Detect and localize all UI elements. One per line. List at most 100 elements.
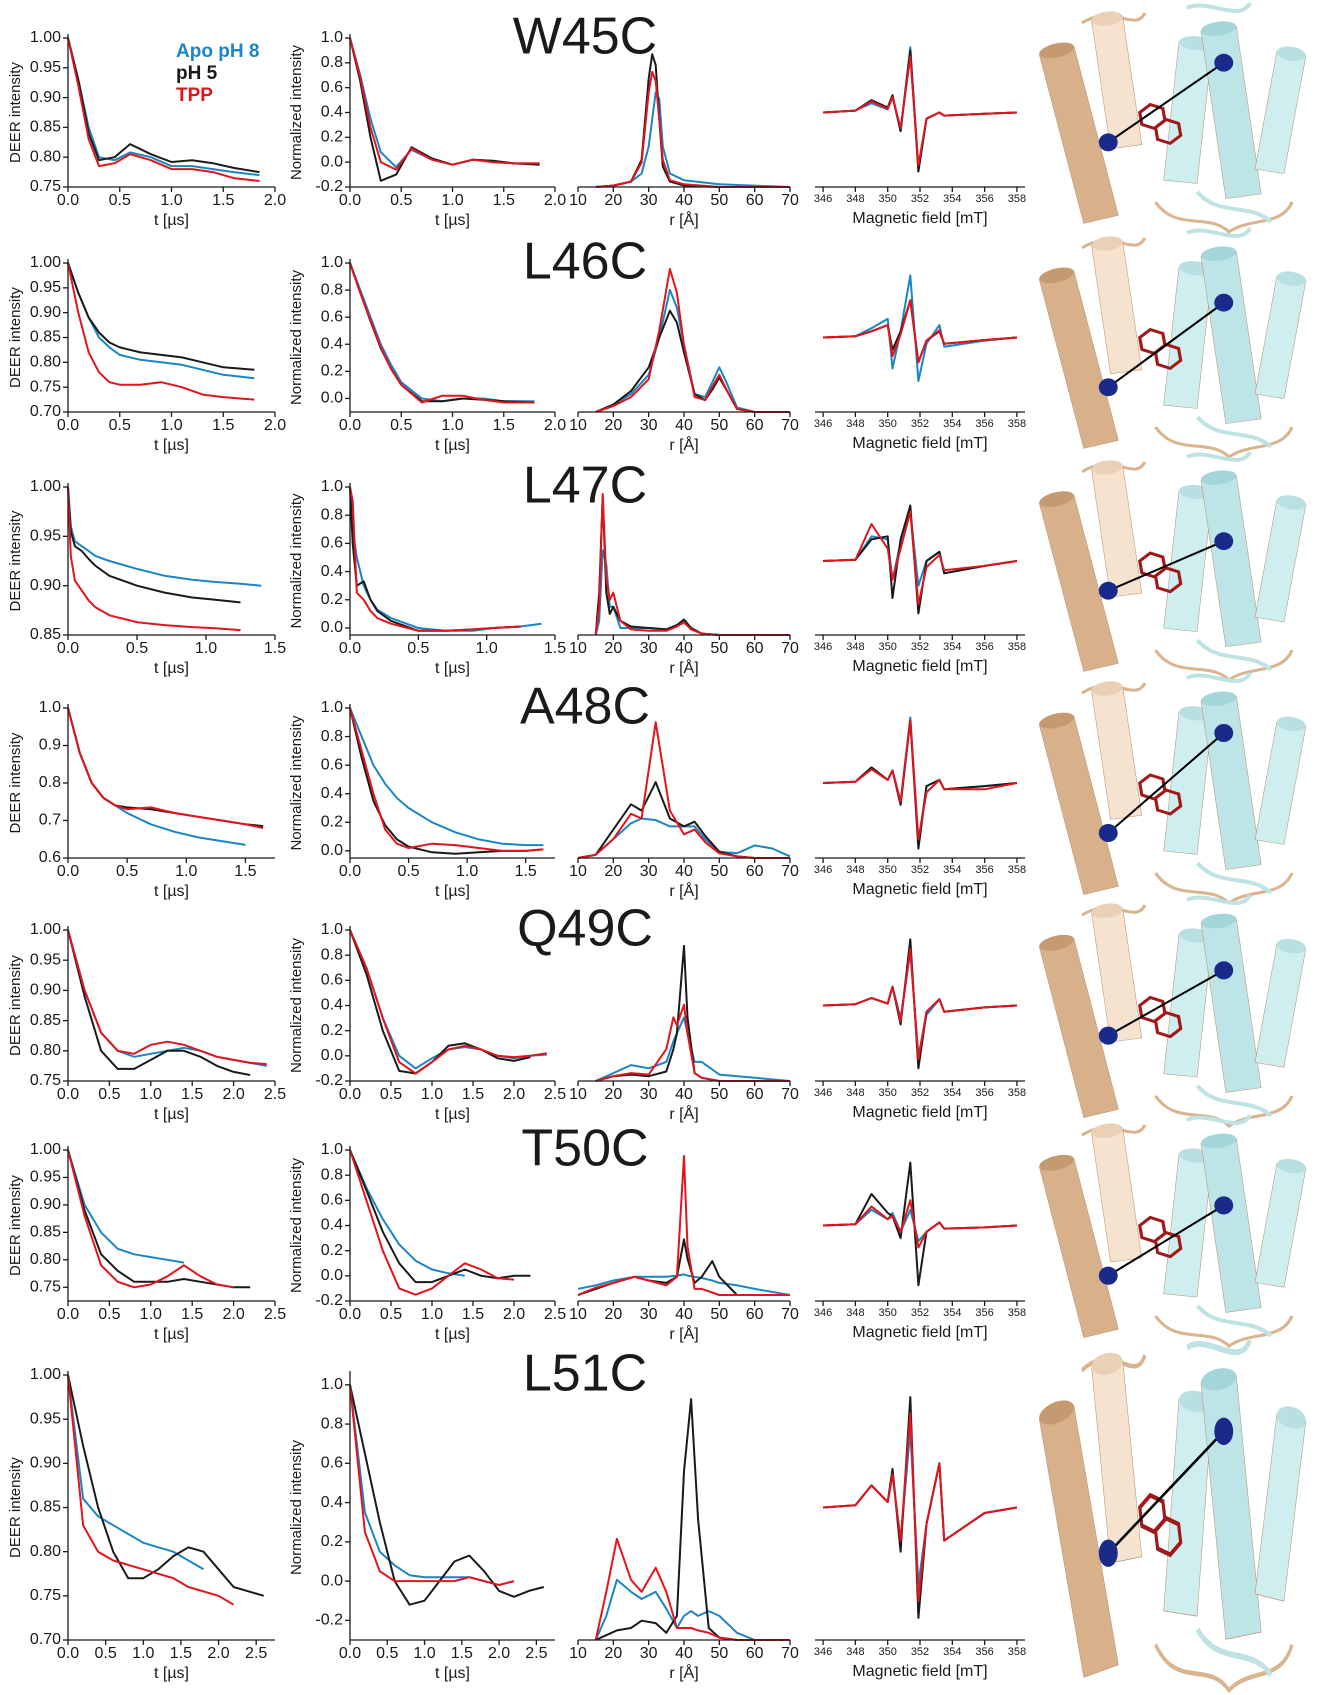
helix-top bbox=[1200, 1133, 1237, 1149]
x-tick-label: 356 bbox=[975, 1307, 993, 1319]
data-line bbox=[349, 929, 531, 1075]
x-tick-label: 2.5 bbox=[544, 1306, 566, 1323]
y-tick-label: 1.00 bbox=[30, 921, 61, 938]
x-tick-label: 50 bbox=[710, 1645, 728, 1662]
x-tick-label: 0.0 bbox=[339, 863, 361, 880]
y-tick-label: 0.0 bbox=[321, 390, 343, 407]
y-tick-label: 0.80 bbox=[30, 148, 61, 165]
y-tick-label: -0.2 bbox=[315, 1292, 343, 1309]
helix bbox=[1091, 903, 1143, 1043]
helix-body bbox=[1163, 41, 1213, 184]
data-line bbox=[67, 1374, 264, 1597]
protein-cartoon bbox=[1038, 450, 1307, 682]
x-axis-label: Magnetic field [mT] bbox=[852, 1324, 987, 1341]
x-tick-label: 1.0 bbox=[413, 1645, 435, 1662]
x-tick-label: 0.0 bbox=[339, 1306, 361, 1323]
helix-body bbox=[1200, 26, 1262, 199]
helix-body bbox=[1254, 1163, 1307, 1288]
x-axis-label: t [µs] bbox=[435, 437, 470, 454]
helix bbox=[1038, 491, 1119, 672]
y-tick-label: 0.6 bbox=[321, 535, 343, 552]
x-tick-label: 348 bbox=[846, 1646, 864, 1658]
x-tick-label: 0.0 bbox=[57, 640, 79, 657]
y-tick-label: 0.90 bbox=[30, 89, 61, 106]
x-tick-label: 0.5 bbox=[109, 192, 131, 209]
y-axis-label: Normalized intensity bbox=[288, 1157, 305, 1293]
x-tick-label: 2.0 bbox=[264, 417, 286, 434]
data-line bbox=[349, 707, 544, 852]
x-tick-label: 50 bbox=[710, 417, 728, 434]
helix-top bbox=[1276, 1158, 1306, 1174]
x-tick-label: 1.5 bbox=[234, 863, 256, 880]
y-tick-label: 0.9 bbox=[39, 737, 61, 754]
x-tick-label: 0.0 bbox=[339, 192, 361, 209]
data-line bbox=[67, 707, 264, 828]
legend-entry: TPP bbox=[176, 85, 213, 106]
x-tick-label: 358 bbox=[1008, 864, 1026, 876]
x-tick-label: 60 bbox=[746, 640, 764, 657]
y-tick-label: 0.75 bbox=[30, 1278, 61, 1295]
y-tick-label: 0.95 bbox=[30, 528, 61, 545]
helix-body bbox=[1200, 1375, 1262, 1640]
y-tick-label: 0.6 bbox=[321, 308, 343, 325]
x-tick-label: 50 bbox=[710, 1086, 728, 1103]
data-line bbox=[349, 1384, 485, 1583]
y-tick-label: 0.70 bbox=[30, 1631, 61, 1648]
data-line bbox=[349, 1149, 515, 1296]
spin-label bbox=[1098, 824, 1118, 842]
x-tick-label: 40 bbox=[675, 192, 693, 209]
x-tick-label: 348 bbox=[846, 641, 864, 653]
x-tick-label: 60 bbox=[746, 1306, 764, 1323]
y-tick-label: 0.8 bbox=[321, 1166, 343, 1183]
y-tick-label: 0.6 bbox=[321, 79, 343, 96]
x-axis-label: r [Å] bbox=[669, 658, 698, 677]
x-tick-label: 0.5 bbox=[116, 863, 138, 880]
x-tick-label: 346 bbox=[814, 193, 832, 205]
ligand bbox=[1138, 1492, 1183, 1558]
y-tick-label: 0.80 bbox=[30, 354, 61, 371]
x-tick-label: 0.0 bbox=[57, 1306, 79, 1323]
x-tick-label: 1.0 bbox=[456, 863, 478, 880]
x-tick-label: 356 bbox=[975, 1646, 993, 1658]
helix bbox=[1091, 11, 1143, 150]
y-tick-label: 0.2 bbox=[321, 1022, 343, 1039]
x-tick-label: 354 bbox=[943, 641, 961, 653]
y-tick-label: 1.00 bbox=[30, 478, 61, 495]
x-tick-label: 346 bbox=[814, 641, 832, 653]
x-tick-label: 0.5 bbox=[126, 640, 148, 657]
helix bbox=[1254, 495, 1307, 623]
y-tick-label: 0.0 bbox=[321, 1572, 343, 1589]
x-tick-label: 348 bbox=[846, 1307, 864, 1319]
x-tick-label: 2.0 bbox=[503, 1086, 525, 1103]
y-tick-label: 1.0 bbox=[39, 699, 61, 716]
x-tick-label: 0.0 bbox=[339, 1645, 361, 1662]
x-axis-label: t [µs] bbox=[154, 660, 189, 677]
x-tick-label: 358 bbox=[1008, 1646, 1026, 1658]
data-line bbox=[67, 1149, 251, 1289]
y-tick-label: 0.8 bbox=[321, 728, 343, 745]
x-tick-label: 354 bbox=[943, 1307, 961, 1319]
data-line bbox=[823, 1412, 1018, 1603]
data-line bbox=[577, 721, 790, 859]
helix-top bbox=[1039, 934, 1075, 951]
x-tick-label: 350 bbox=[879, 864, 897, 876]
x-axis-label: Magnetic field [mT] bbox=[852, 435, 987, 452]
x-axis-label: t [µs] bbox=[154, 1106, 189, 1123]
helix-body bbox=[1200, 918, 1262, 1093]
panel-title: A48C bbox=[520, 678, 650, 736]
x-axis-label: t [µs] bbox=[154, 212, 189, 229]
data-line bbox=[577, 817, 791, 859]
helix-body bbox=[1163, 1398, 1213, 1617]
x-tick-label: 354 bbox=[943, 864, 961, 876]
x-tick-label: 2.5 bbox=[264, 1086, 286, 1103]
data-line bbox=[67, 1149, 234, 1289]
spin-label bbox=[1098, 133, 1118, 152]
data-line bbox=[349, 486, 542, 632]
y-tick-label: 0.6 bbox=[39, 849, 61, 866]
x-tick-label: 50 bbox=[710, 1306, 728, 1323]
x-tick-label: 1.0 bbox=[421, 1306, 443, 1323]
x-axis-label: r [Å] bbox=[669, 1104, 698, 1123]
y-axis-label: DEER intensity bbox=[7, 1175, 24, 1276]
helix-top bbox=[1200, 1368, 1237, 1391]
y-tick-label: 0.4 bbox=[321, 1217, 343, 1234]
